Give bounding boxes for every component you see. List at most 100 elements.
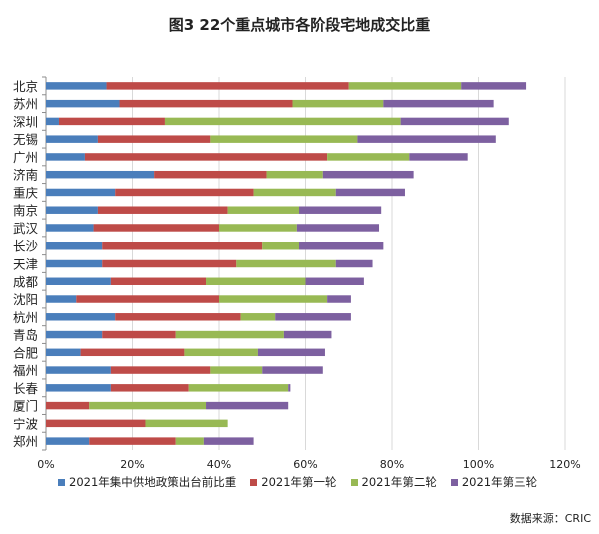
bar-segment [110, 366, 211, 374]
bar-segment [175, 437, 204, 445]
legend-label: 2021年第三轮 [461, 475, 538, 489]
bar-segment [461, 82, 527, 90]
bar-segment [46, 384, 111, 392]
bar-segment [102, 330, 176, 339]
category-label: 福州 [13, 363, 38, 378]
bar-segment [46, 313, 116, 321]
bar-segment [184, 348, 258, 357]
legend-swatch [250, 478, 258, 486]
bar-segment [46, 82, 107, 90]
x-tick-label: 0% [37, 458, 54, 471]
bar-segment [227, 206, 300, 214]
bar-segment [383, 99, 494, 108]
category-label: 长春 [13, 381, 39, 396]
bar-segment [262, 366, 323, 374]
bar-segment [46, 135, 98, 143]
bar-segment [327, 295, 351, 303]
category-label: 无锡 [13, 132, 38, 147]
bar-segment [46, 99, 120, 108]
bar-segment [400, 117, 509, 126]
bar-segment [46, 366, 111, 374]
legend-item: 2021年集中供地政策出台前比重 [58, 474, 236, 490]
bar-segment [253, 188, 336, 197]
bar-segment [164, 117, 401, 126]
bar-segment [84, 153, 328, 161]
legend-swatch [450, 478, 458, 486]
category-label: 宁波 [13, 416, 39, 431]
category-label: 合肥 [13, 345, 39, 360]
bar-segment [102, 259, 237, 268]
bar-segment [257, 348, 325, 357]
bar-segment [46, 224, 94, 232]
bar-segment [236, 259, 336, 268]
bar-segment [110, 277, 207, 285]
bar-segment [348, 82, 462, 90]
bar-segment [327, 153, 410, 161]
category-label: 厦门 [13, 399, 38, 414]
category-label: 青岛 [13, 328, 38, 343]
bar-segment [97, 206, 228, 214]
bar-segment [288, 384, 291, 392]
bar-segment [80, 348, 185, 357]
bar-segment [76, 295, 220, 303]
bar-segment [188, 384, 289, 392]
bar-segment [210, 135, 358, 143]
bar-segment [219, 295, 328, 303]
bar-segment [299, 206, 382, 214]
bar-segment [46, 170, 155, 179]
category-label: 南京 [13, 203, 38, 218]
chart-title: 图3 22个重点城市各阶段宅地成交比重 [168, 16, 431, 34]
bar-segment [46, 437, 90, 445]
category-label: 杭州 [13, 310, 38, 325]
x-tick-label: 20% [120, 458, 144, 471]
legend-swatch [58, 478, 65, 486]
category-label: 北京 [13, 79, 38, 94]
category-label: 沈阳 [13, 292, 38, 307]
category-label: 重庆 [13, 185, 39, 200]
bar-segment [292, 99, 384, 108]
category-label: 成都 [13, 274, 39, 289]
legend-label: 2021年第二轮 [361, 475, 437, 489]
bar-segment [262, 242, 300, 250]
bar-segment [110, 384, 189, 392]
bar-segment [46, 242, 103, 250]
bar-segment [46, 348, 81, 357]
bar-segment [154, 170, 267, 179]
category-label: 武汉 [13, 221, 39, 236]
source-note: 数据来源：CRIC [509, 512, 591, 525]
bar-segment [210, 366, 263, 374]
category-label: 长沙 [13, 239, 39, 254]
bar-segment [206, 401, 289, 410]
x-tick-label: 40% [207, 458, 231, 471]
bar-segment [46, 277, 111, 285]
bar-segment [115, 313, 241, 321]
bar-segment [305, 277, 364, 285]
category-label: 深圳 [13, 114, 38, 129]
x-tick-label: 80% [380, 458, 404, 471]
legend-item: 2021年第三轮 [450, 474, 538, 490]
bar-segment [145, 419, 228, 428]
bar-segment [203, 437, 254, 445]
category-label: 济南 [13, 168, 38, 183]
bar-segment [206, 277, 306, 285]
bar-segment [322, 170, 414, 179]
bar-segment [46, 117, 59, 126]
bar-segment [266, 170, 323, 179]
bar-segment [46, 401, 90, 410]
bar-segment [275, 313, 351, 321]
x-tick-label: 100% [463, 458, 494, 471]
bar-segment [89, 437, 176, 445]
bar-segment [46, 295, 77, 303]
category-label: 广州 [13, 150, 38, 165]
bar-segment [89, 401, 207, 410]
bar-segment [219, 224, 297, 232]
bar-segment [119, 99, 293, 108]
legend-item: 2021年第二轮 [350, 474, 437, 490]
bar-segment [46, 206, 98, 214]
bar-segment [46, 188, 116, 197]
bar-segment [46, 419, 146, 428]
bar-segment [93, 224, 219, 232]
legend-label: 2021年集中供地政策出台前比重 [69, 475, 237, 489]
bar-segment [357, 135, 496, 143]
